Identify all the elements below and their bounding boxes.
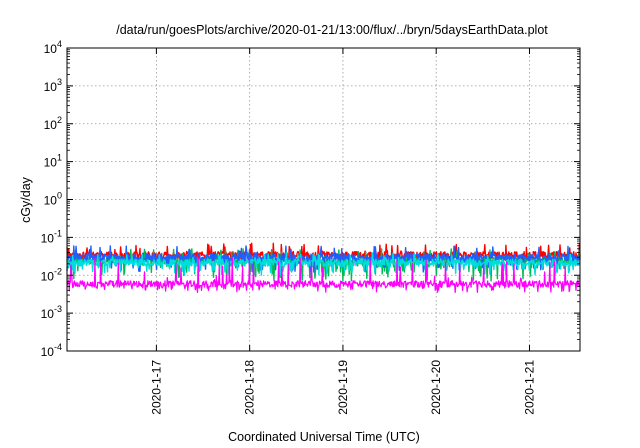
y-axis-label: cGy/day bbox=[19, 176, 33, 223]
x-tick-labels: 2020-1-17 2020-1-18 2020-1-19 2020-1-20 2020… bbox=[149, 360, 536, 415]
data-series bbox=[66, 242, 581, 294]
y-tick-label: 10-4 bbox=[41, 342, 62, 359]
plot-frame bbox=[66, 47, 581, 352]
y-tick-label: 100 bbox=[44, 191, 62, 208]
x-tick-label: 2020-1-21 bbox=[522, 360, 536, 415]
x-tick-label: 2020-1-19 bbox=[336, 360, 350, 415]
y-tick-label: 104 bbox=[44, 39, 62, 56]
series-line-5 bbox=[66, 256, 581, 294]
y-tick-label: 10-3 bbox=[41, 304, 62, 321]
y-tick-labels: 10-4 10-3 10-2 10-1 100 101 102 103 104 bbox=[41, 39, 62, 359]
x-tick-label: 2020-1-20 bbox=[429, 360, 443, 415]
x-tick-label: 2020-1-18 bbox=[243, 360, 257, 415]
y-tick-label: 101 bbox=[44, 153, 62, 170]
series-line-4 bbox=[66, 251, 581, 276]
x-axis-label: Coordinated Universal Time (UTC) bbox=[228, 430, 420, 444]
series-line-3 bbox=[66, 245, 581, 273]
chart-title: /data/run/goesPlots/archive/2020-01-21/1… bbox=[116, 23, 548, 37]
x-tick-label: 2020-1-17 bbox=[149, 360, 163, 415]
y-tick-label: 102 bbox=[44, 115, 62, 132]
series-line-1 bbox=[66, 242, 581, 263]
y-tick-label: 10-1 bbox=[41, 228, 62, 245]
grid-lines bbox=[67, 48, 580, 351]
y-tick-label: 103 bbox=[44, 77, 62, 94]
y-tick-label: 10-2 bbox=[41, 266, 62, 283]
